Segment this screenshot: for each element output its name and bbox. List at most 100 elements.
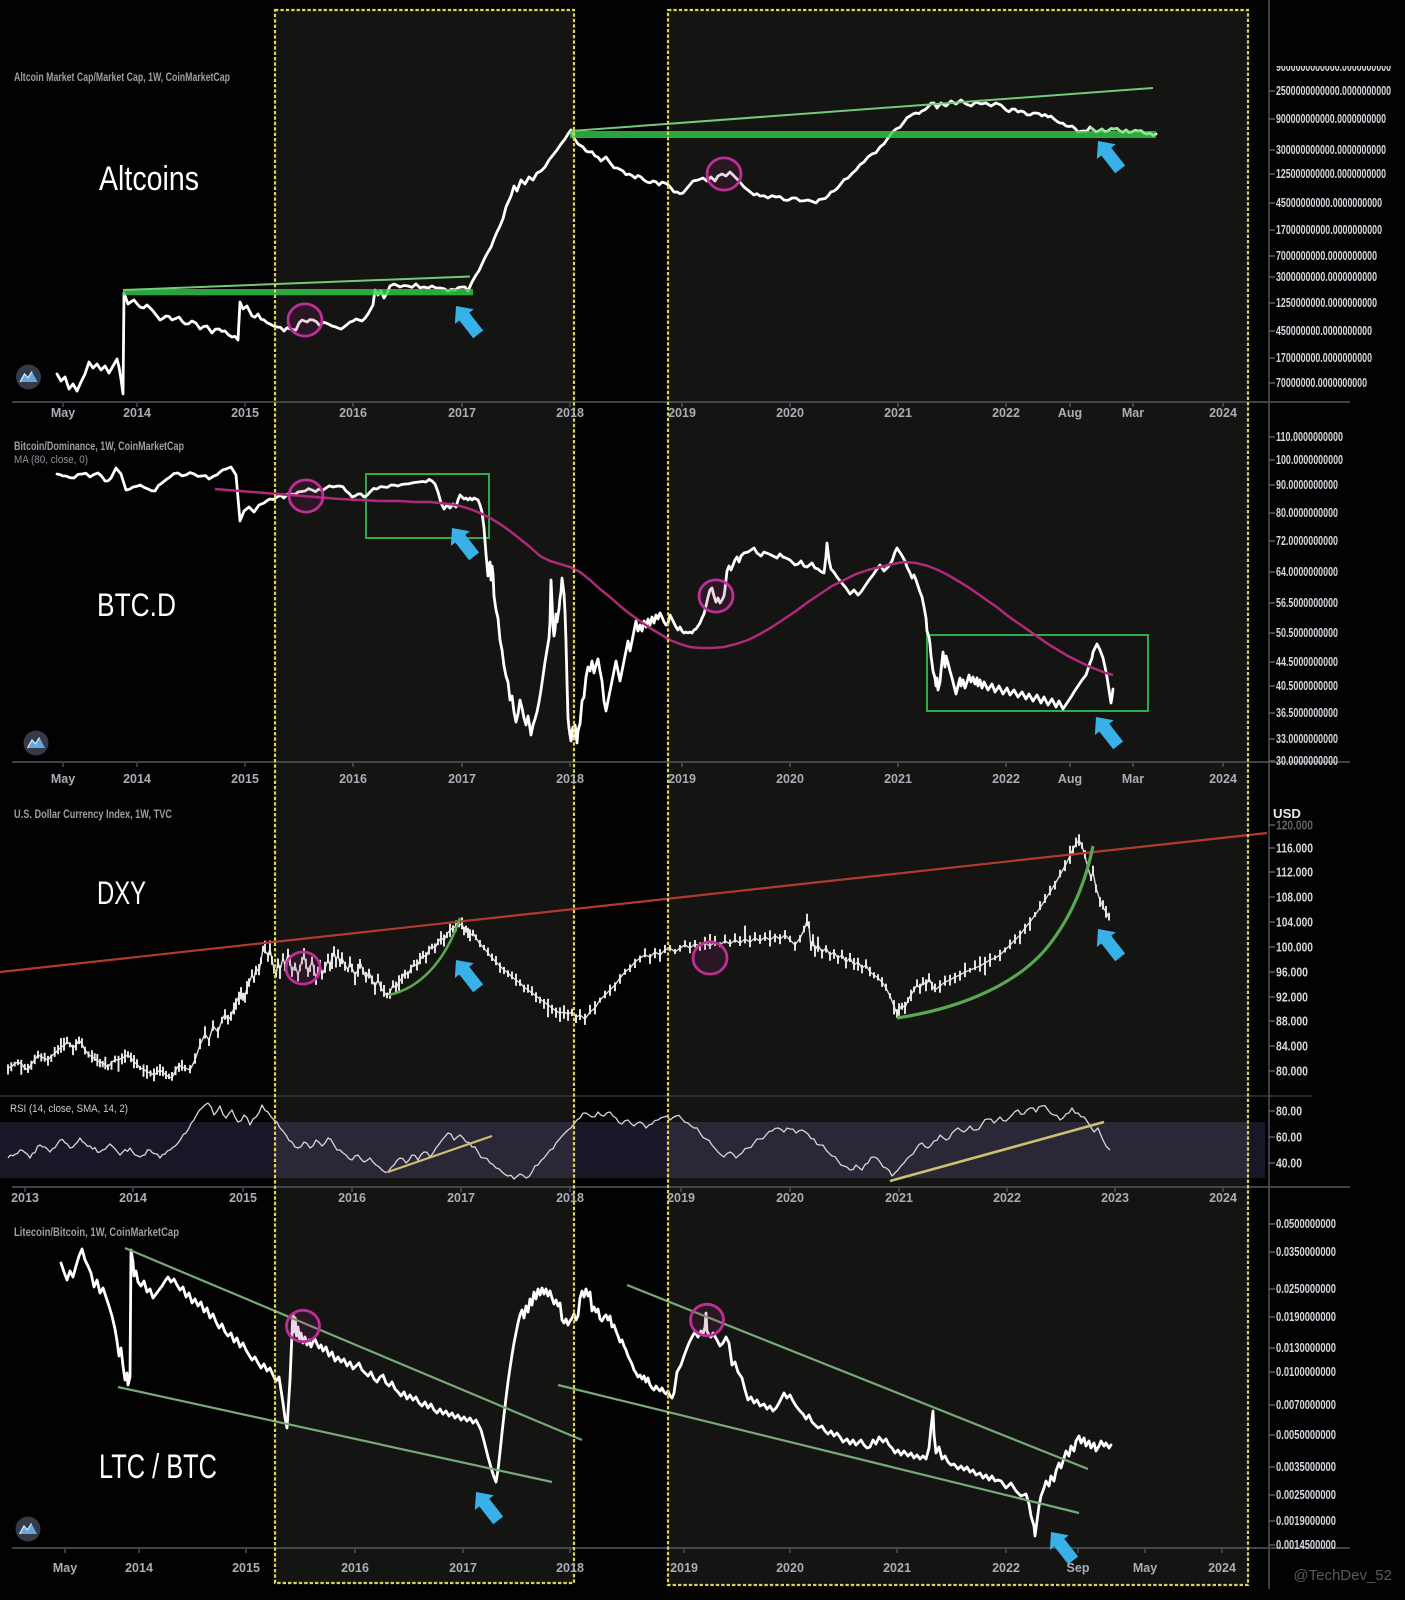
svg-text:2024: 2024 <box>1209 1191 1237 1205</box>
svg-text:0.0070000000: 0.0070000000 <box>1276 1398 1336 1412</box>
svg-text:50.5000000000: 50.5000000000 <box>1276 626 1338 640</box>
svg-text:2014: 2014 <box>123 406 151 420</box>
svg-text:2015: 2015 <box>231 406 259 420</box>
svg-text:2019: 2019 <box>667 1191 695 1205</box>
svg-text:Aug: Aug <box>1058 772 1082 786</box>
svg-text:88.000: 88.000 <box>1276 1014 1308 1029</box>
svg-text:2021: 2021 <box>884 772 912 786</box>
svg-text:U.S. Dollar Currency Index, 1W: U.S. Dollar Currency Index, 1W, TVC <box>14 809 172 821</box>
svg-text:0.0014500000: 0.0014500000 <box>1276 1538 1336 1552</box>
svg-text:72.0000000000: 72.0000000000 <box>1276 534 1338 548</box>
svg-text:120.000: 120.000 <box>1276 818 1313 833</box>
svg-text:Altcoins: Altcoins <box>99 160 199 198</box>
svg-text:2023: 2023 <box>1101 1191 1129 1205</box>
svg-text:125000000000.0000000000: 125000000000.0000000000 <box>1276 167 1386 181</box>
svg-text:2022: 2022 <box>993 1191 1021 1205</box>
svg-text:Altcoin Market Cap/Market Cap,: Altcoin Market Cap/Market Cap, 1W, CoinM… <box>14 72 230 84</box>
svg-text:May: May <box>53 1561 77 1575</box>
svg-text:112.000: 112.000 <box>1276 865 1313 880</box>
svg-text:2016: 2016 <box>339 406 367 420</box>
svg-text:BTC.D: BTC.D <box>97 587 176 623</box>
svg-text:@TechDev_52: @TechDev_52 <box>1293 1567 1392 1584</box>
svg-text:40.00: 40.00 <box>1276 1156 1302 1171</box>
svg-text:LTC / BTC: LTC / BTC <box>99 1448 217 1486</box>
svg-text:100.000: 100.000 <box>1276 940 1313 955</box>
svg-text:116.000: 116.000 <box>1276 841 1313 856</box>
svg-text:DXY: DXY <box>97 875 146 911</box>
svg-text:60.00: 60.00 <box>1276 1130 1302 1145</box>
svg-text:2017: 2017 <box>447 1191 475 1205</box>
svg-text:90.0000000000: 90.0000000000 <box>1276 478 1338 492</box>
svg-text:2019: 2019 <box>670 1561 698 1575</box>
svg-text:2017: 2017 <box>449 1561 477 1575</box>
svg-text:2021: 2021 <box>883 1561 911 1575</box>
svg-text:0.0130000000: 0.0130000000 <box>1276 1341 1336 1355</box>
svg-text:70000000.0000000000: 70000000.0000000000 <box>1276 376 1367 390</box>
svg-text:2019: 2019 <box>668 406 696 420</box>
svg-text:2017: 2017 <box>448 772 476 786</box>
svg-text:108.000: 108.000 <box>1276 890 1313 905</box>
svg-text:2016: 2016 <box>338 1191 366 1205</box>
svg-text:Sep: Sep <box>1067 1561 1090 1575</box>
svg-text:Mar: Mar <box>1122 406 1144 420</box>
svg-text:2018: 2018 <box>556 406 584 420</box>
svg-text:2014: 2014 <box>123 772 151 786</box>
svg-text:7000000000.0000000000: 7000000000.0000000000 <box>1276 249 1377 263</box>
svg-text:110.0000000000: 110.0000000000 <box>1276 430 1343 444</box>
svg-text:2024: 2024 <box>1209 406 1237 420</box>
svg-text:RSI (14, close, SMA, 14, 2): RSI (14, close, SMA, 14, 2) <box>10 1103 128 1115</box>
svg-text:96.000: 96.000 <box>1276 965 1308 980</box>
svg-text:104.000: 104.000 <box>1276 915 1313 930</box>
svg-text:May: May <box>1133 1561 1157 1575</box>
svg-text:2017: 2017 <box>448 406 476 420</box>
svg-text:17000000000.0000000000: 17000000000.0000000000 <box>1276 223 1382 237</box>
svg-text:0.0050000000: 0.0050000000 <box>1276 1428 1336 1442</box>
svg-text:80.00: 80.00 <box>1276 1104 1302 1119</box>
svg-text:2016: 2016 <box>339 772 367 786</box>
svg-text:2019: 2019 <box>668 772 696 786</box>
svg-text:2018: 2018 <box>556 1191 584 1205</box>
svg-text:2015: 2015 <box>231 772 259 786</box>
svg-text:2021: 2021 <box>884 406 912 420</box>
svg-text:Mar: Mar <box>1122 772 1144 786</box>
svg-text:0.0500000000: 0.0500000000 <box>1276 1217 1336 1231</box>
svg-text:2015: 2015 <box>232 1561 260 1575</box>
svg-text:Litecoin/Bitcoin, 1W, CoinMark: Litecoin/Bitcoin, 1W, CoinMarketCap <box>14 1227 179 1239</box>
svg-text:45000000000.0000000000: 45000000000.0000000000 <box>1276 196 1382 210</box>
svg-text:0.0190000000: 0.0190000000 <box>1276 1310 1336 1324</box>
svg-text:80.000: 80.000 <box>1276 1064 1308 1079</box>
svg-text:2013: 2013 <box>11 1191 39 1205</box>
svg-text:May: May <box>51 772 75 786</box>
svg-text:MA (80, close, 0): MA (80, close, 0) <box>14 454 88 466</box>
svg-text:2022: 2022 <box>992 772 1020 786</box>
svg-text:2022: 2022 <box>992 1561 1020 1575</box>
svg-text:2024: 2024 <box>1208 1561 1236 1575</box>
svg-text:2016: 2016 <box>341 1561 369 1575</box>
svg-text:92.000: 92.000 <box>1276 990 1308 1005</box>
svg-text:2020: 2020 <box>776 772 804 786</box>
svg-text:33.0000000000: 33.0000000000 <box>1276 732 1338 746</box>
svg-text:84.000: 84.000 <box>1276 1039 1308 1054</box>
svg-text:2014: 2014 <box>125 1561 153 1575</box>
svg-text:100.0000000000: 100.0000000000 <box>1276 453 1343 467</box>
svg-text:0.0025000000: 0.0025000000 <box>1276 1488 1336 1502</box>
svg-text:USD: USD <box>1273 806 1301 821</box>
svg-text:2020: 2020 <box>776 1191 804 1205</box>
svg-text:Aug: Aug <box>1058 406 1082 420</box>
svg-text:2022: 2022 <box>992 406 1020 420</box>
svg-text:900000000000.0000000000: 900000000000.0000000000 <box>1276 112 1386 126</box>
svg-text:0.0100000000: 0.0100000000 <box>1276 1365 1336 1379</box>
svg-text:May: May <box>51 406 75 420</box>
svg-text:Bitcoin/Dominance, 1W, CoinMar: Bitcoin/Dominance, 1W, CoinMarketCap <box>14 441 184 453</box>
svg-text:2500000000000.0000000000: 2500000000000.0000000000 <box>1276 84 1391 98</box>
svg-text:56.5000000000: 56.5000000000 <box>1276 596 1338 610</box>
svg-text:2024: 2024 <box>1209 772 1237 786</box>
svg-text:0.0019000000: 0.0019000000 <box>1276 1514 1336 1528</box>
svg-text:2020: 2020 <box>776 406 804 420</box>
svg-text:30.0000000000: 30.0000000000 <box>1276 754 1338 768</box>
svg-text:2021: 2021 <box>885 1191 913 1205</box>
svg-text:0.0350000000: 0.0350000000 <box>1276 1245 1336 1259</box>
svg-text:2015: 2015 <box>229 1191 257 1205</box>
svg-text:9000000000000.0000000000: 9000000000000.0000000000 <box>1276 60 1391 74</box>
svg-text:2018: 2018 <box>556 772 584 786</box>
